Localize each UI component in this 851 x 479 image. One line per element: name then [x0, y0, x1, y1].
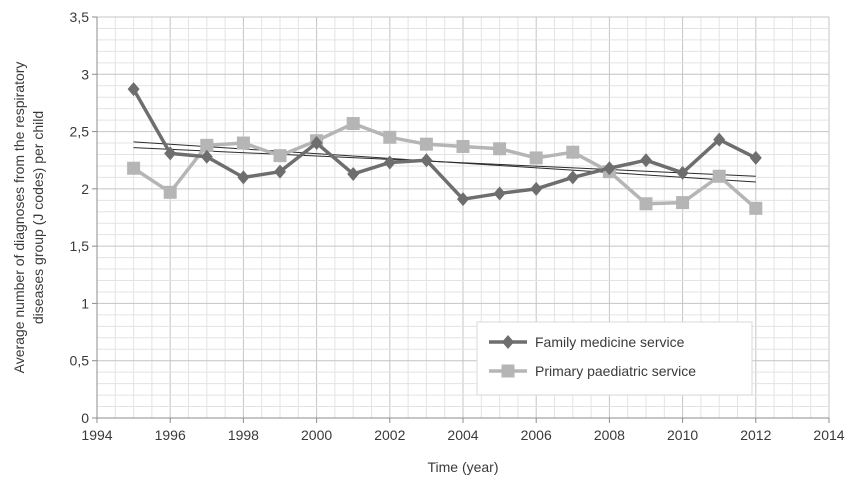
data-point-square — [273, 149, 287, 163]
data-point-diamond — [237, 170, 250, 185]
x-tick-label: 2010 — [667, 427, 698, 443]
legend-key-marker-square — [501, 364, 515, 378]
data-point-square — [493, 142, 507, 156]
x-tick-label: 2000 — [301, 427, 332, 443]
x-tick-label: 1998 — [228, 427, 259, 443]
y-axis-title-line-2: diseases group (J codes) per child — [30, 111, 46, 324]
y-tick-label: 3,5 — [70, 9, 90, 25]
data-point-diamond — [713, 132, 726, 147]
y-tick-label: 2 — [81, 181, 89, 197]
y-axis-title-line-1: Average number of diagnoses from the res… — [11, 62, 27, 374]
x-tick-label: 1996 — [155, 427, 186, 443]
data-point-diamond — [310, 136, 323, 151]
data-point-square — [346, 117, 360, 131]
data-point-square — [419, 137, 433, 151]
x-tick-label: 2006 — [521, 427, 552, 443]
y-tick-label: 0 — [81, 410, 89, 426]
data-point-diamond — [530, 181, 543, 196]
data-point-diamond — [566, 170, 579, 185]
data-point-diamond — [457, 192, 469, 207]
legend-label-primary-paediatric: Primary paediatric service — [535, 363, 696, 379]
y-tick-label: 1,5 — [70, 238, 90, 254]
tick-labels: 1994 1996 1998 2000 2002 2004 2006 2008 2010 2012… — [70, 9, 845, 443]
data-point-square — [712, 169, 726, 183]
data-point-square — [456, 139, 470, 153]
data-point-diamond — [493, 186, 506, 201]
x-tick-label: 2012 — [740, 427, 771, 443]
y-tick-label: 3 — [81, 66, 89, 82]
series-line-0 — [132, 88, 757, 201]
data-point-square — [236, 136, 250, 150]
series-lines — [127, 82, 763, 215]
legend-key-marker-diamond — [502, 335, 514, 349]
data-point-square — [163, 185, 177, 199]
data-point-diamond — [383, 155, 396, 170]
legend-label-family-medicine: Family medicine service — [535, 334, 685, 350]
data-point-diamond — [640, 153, 652, 168]
data-point-square — [529, 151, 543, 165]
y-tick-label: 0,5 — [70, 353, 90, 369]
data-point-square — [383, 130, 397, 144]
data-point-square — [566, 145, 580, 159]
x-tick-label: 1994 — [81, 427, 112, 443]
y-tick-label: 2,5 — [70, 124, 90, 140]
legend-box — [476, 321, 753, 396]
y-tick-label: 1 — [81, 295, 89, 311]
x-tick-label: 2002 — [374, 427, 405, 443]
data-point-square — [676, 196, 690, 210]
data-point-diamond — [200, 149, 213, 164]
x-tick-label: 2008 — [594, 427, 625, 443]
x-tick-label: 2014 — [813, 427, 844, 443]
data-point-diamond — [347, 166, 360, 181]
data-point-square — [127, 161, 141, 175]
data-point-diamond — [127, 82, 140, 97]
data-point-square — [639, 197, 653, 211]
data-point-square — [749, 201, 763, 215]
data-point-diamond — [676, 165, 689, 180]
data-point-square — [200, 138, 214, 152]
data-point-diamond — [603, 161, 616, 176]
data-point-diamond — [749, 150, 762, 165]
legend: Family medicine service Primary paediatr… — [476, 321, 753, 396]
legend-keys — [489, 335, 527, 378]
data-point-diamond — [164, 146, 177, 161]
x-tick-label: 2004 — [447, 427, 478, 443]
data-point-diamond — [420, 153, 433, 168]
x-axis-title: Time (year) — [427, 459, 498, 475]
data-point-diamond — [274, 164, 286, 179]
